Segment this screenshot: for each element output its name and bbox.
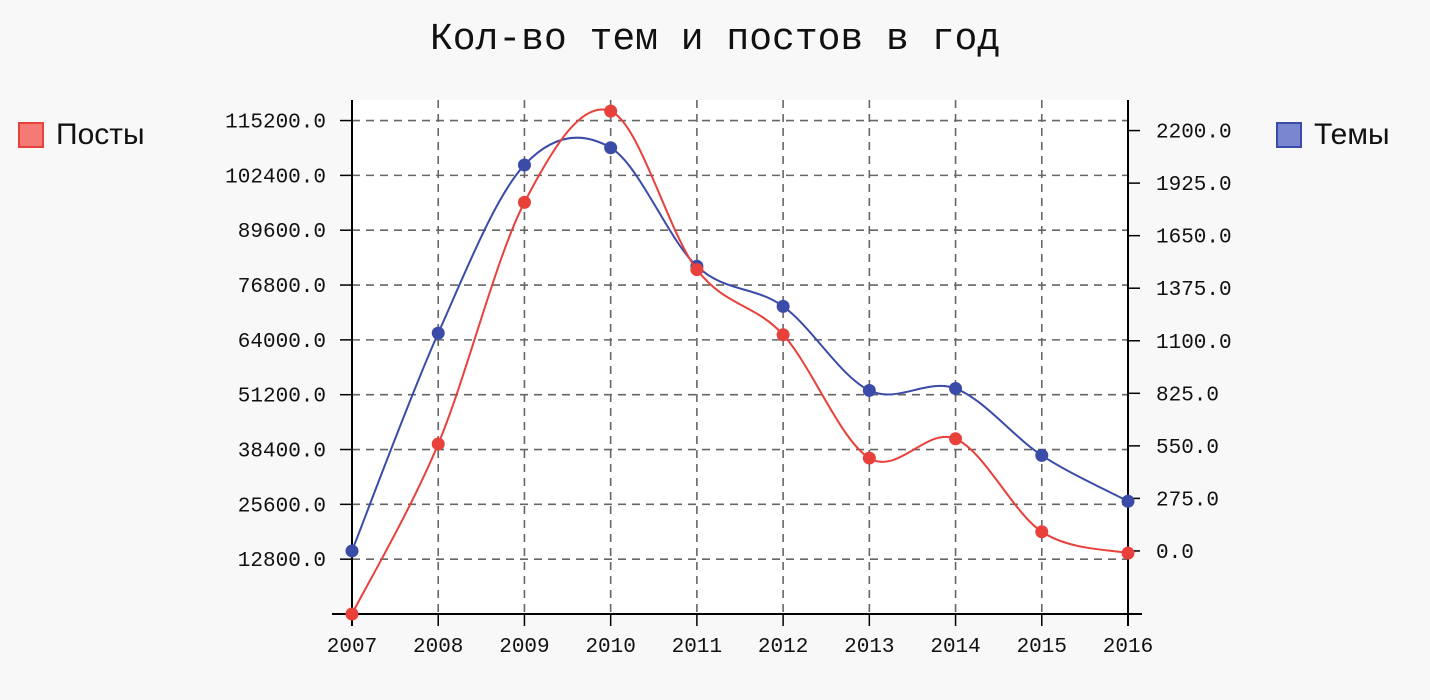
- data-point-themes[interactable]: [345, 544, 359, 558]
- chart-title: Кол-во тем и постов в год: [429, 18, 1001, 61]
- data-point-themes[interactable]: [1035, 448, 1049, 462]
- y-left-tick-label: 25600.0: [238, 495, 326, 518]
- y-left-tick-label: 12800.0: [238, 550, 326, 573]
- legend-swatch-themes: [1276, 122, 1302, 148]
- x-tick-label: 2016: [1103, 636, 1153, 659]
- y-right-tick-label: 825.0: [1156, 384, 1219, 407]
- y-left-tick-label: 102400.0: [225, 166, 326, 189]
- y-left-tick-label: 51200.0: [238, 386, 326, 409]
- data-point-themes[interactable]: [604, 141, 618, 155]
- y-left-tick-label: 115200.0: [225, 112, 326, 135]
- y-left-tick-label: 64000.0: [238, 331, 326, 354]
- data-point-themes[interactable]: [776, 299, 790, 313]
- data-point-themes[interactable]: [431, 326, 445, 340]
- data-point-posts[interactable]: [862, 451, 876, 465]
- y-right-tick-label: 1650.0: [1156, 227, 1232, 250]
- data-point-posts[interactable]: [949, 432, 963, 446]
- legend-posts[interactable]: Посты: [18, 118, 145, 152]
- y-left-tick-label: 38400.0: [238, 441, 326, 464]
- y-left-tick-label: 89600.0: [238, 221, 326, 244]
- x-tick-label: 2009: [499, 636, 549, 659]
- x-tick-label: 2013: [844, 636, 894, 659]
- data-point-themes[interactable]: [1121, 494, 1135, 508]
- x-tick-label: 2015: [1017, 636, 1067, 659]
- x-tick-label: 2010: [585, 636, 635, 659]
- data-point-posts[interactable]: [345, 607, 359, 621]
- label-layer: 12800.0 25600.0 38400.0 51200.0 64000.0 76800…: [225, 112, 1231, 659]
- y-right-tick-label: 2200.0: [1156, 122, 1232, 145]
- data-point-posts[interactable]: [517, 195, 531, 209]
- y-right-tick-label: 0.0: [1156, 542, 1194, 565]
- data-point-posts[interactable]: [604, 104, 618, 118]
- axis-layer: [332, 100, 1142, 626]
- data-point-themes[interactable]: [517, 158, 531, 172]
- data-point-posts[interactable]: [776, 328, 790, 342]
- x-tick-label: 2012: [758, 636, 808, 659]
- legend-swatch-posts: [18, 122, 44, 148]
- legend-label-posts: Посты: [56, 118, 145, 151]
- x-tick-label: 2008: [413, 636, 463, 659]
- data-point-posts[interactable]: [1035, 525, 1049, 539]
- x-tick-label: 2011: [672, 636, 722, 659]
- data-point-themes[interactable]: [949, 382, 963, 396]
- y-right-tick-label: 1100.0: [1156, 332, 1232, 355]
- y-right-tick-label: 275.0: [1156, 489, 1219, 512]
- legend-label-themes: Темы: [1314, 118, 1390, 151]
- plot-background: [352, 100, 1128, 614]
- data-point-posts[interactable]: [690, 263, 704, 277]
- y-left-tick-label: 76800.0: [238, 276, 326, 299]
- data-point-posts[interactable]: [431, 437, 445, 451]
- grid-layer: [352, 100, 1128, 614]
- x-tick-label: 2014: [930, 636, 980, 659]
- y-right-tick-label: 1925.0: [1156, 174, 1232, 197]
- legend-themes[interactable]: Темы: [1276, 118, 1390, 152]
- y-right-tick-label: 1375.0: [1156, 279, 1232, 302]
- data-point-posts[interactable]: [1121, 546, 1135, 560]
- x-tick-label: 2007: [327, 636, 377, 659]
- y-right-tick-label: 550.0: [1156, 437, 1219, 460]
- series-layer: [345, 104, 1135, 621]
- data-point-themes[interactable]: [862, 383, 876, 397]
